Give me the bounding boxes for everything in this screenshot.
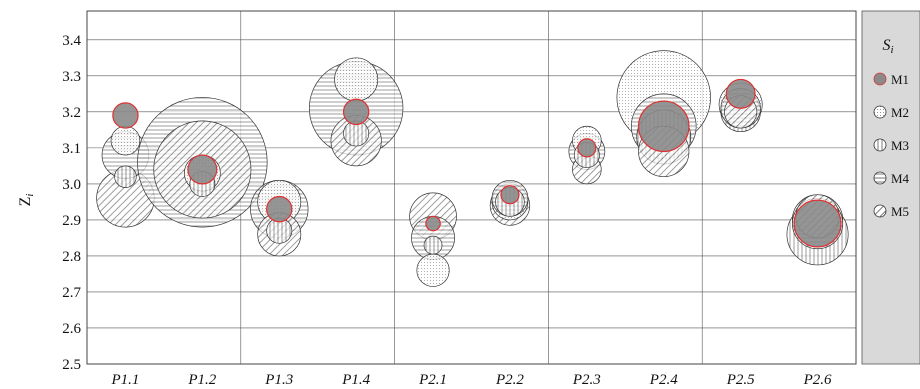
- legend-label: M2: [891, 105, 909, 120]
- legend-label: M3: [891, 138, 909, 153]
- x-category-label: P2.1: [418, 372, 447, 388]
- legend-swatch: [873, 171, 887, 185]
- y-tick-label: 2.8: [62, 249, 81, 265]
- bubble-m3: [423, 235, 443, 255]
- bubble-m1: [425, 215, 441, 232]
- x-category-label: P1.2: [187, 372, 216, 388]
- legend-item-m5: M5: [873, 204, 909, 219]
- y-tick-label: 2.7: [62, 285, 81, 301]
- bubble-m1: [793, 199, 842, 248]
- plot-frame: [86, 10, 857, 365]
- legend-item-m1: M1: [873, 72, 909, 87]
- bubble-m1: [725, 78, 756, 109]
- legend-title: Si: [882, 37, 893, 56]
- legend-swatch: [873, 72, 887, 86]
- x-category-label: P2.6: [803, 372, 832, 388]
- bubble-m1: [187, 154, 218, 185]
- bubble-m1: [577, 138, 597, 158]
- legend-swatch: [873, 138, 887, 152]
- y-tick-label: 3.3: [62, 69, 81, 85]
- x-category-label: P1.4: [341, 372, 370, 388]
- y-tick-label: 2.9: [62, 213, 81, 229]
- x-category-label: P2.4: [649, 372, 678, 388]
- bubble-m3: [114, 165, 137, 188]
- bubble-m2: [416, 253, 450, 287]
- bubble-m2: [110, 125, 141, 156]
- x-category-label: P2.2: [495, 372, 524, 388]
- y-tick-label: 3.4: [62, 33, 81, 49]
- y-axis-title: Zi: [17, 194, 36, 207]
- legend-panel: [861, 10, 920, 365]
- x-category-label: P2.3: [572, 372, 601, 388]
- bubble-m1: [342, 98, 370, 126]
- y-tick-label: 3.2: [62, 105, 81, 121]
- x-axis-ticks: P1.1 P1.2 P1.3 P1.4 P2.1 P2.2 P2.3 P2.4 P2.5 P2.6: [110, 372, 832, 388]
- legend-item-m2: M2: [873, 105, 909, 120]
- y-axis-ticks: 2.5 2.6 2.7 2.8 2.9 3.0 3.1 3.2 3.3 3.4: [62, 33, 81, 373]
- legend-item-m4: M4: [873, 171, 910, 186]
- legend-swatch: [873, 105, 887, 119]
- bubbles: [96, 50, 849, 287]
- legend-label: M1: [891, 72, 909, 87]
- bubble-m1: [637, 100, 690, 153]
- y-tick-label: 2.6: [62, 321, 81, 337]
- bubble-m2: [334, 57, 379, 102]
- legend-item-m3: M3: [873, 138, 909, 153]
- y-tick-label: 2.5: [62, 357, 81, 373]
- legend-items: M1 M2 M3 M4 M5: [873, 72, 910, 219]
- legend-swatch: [873, 204, 887, 218]
- x-category-label: P1.1: [110, 372, 139, 388]
- bubble-m1: [500, 185, 520, 205]
- x-category-label: P1.3: [264, 372, 293, 388]
- legend: Si M1 M2 M3 M4 M5: [861, 10, 920, 365]
- y-tick-label: 3.0: [62, 177, 81, 193]
- bubble-m1: [112, 102, 139, 129]
- y-tick-label: 3.1: [62, 141, 81, 157]
- legend-label: M5: [891, 204, 909, 219]
- x-category-label: P2.5: [726, 372, 755, 388]
- bubble-m1: [266, 195, 293, 223]
- legend-label: M4: [891, 171, 910, 186]
